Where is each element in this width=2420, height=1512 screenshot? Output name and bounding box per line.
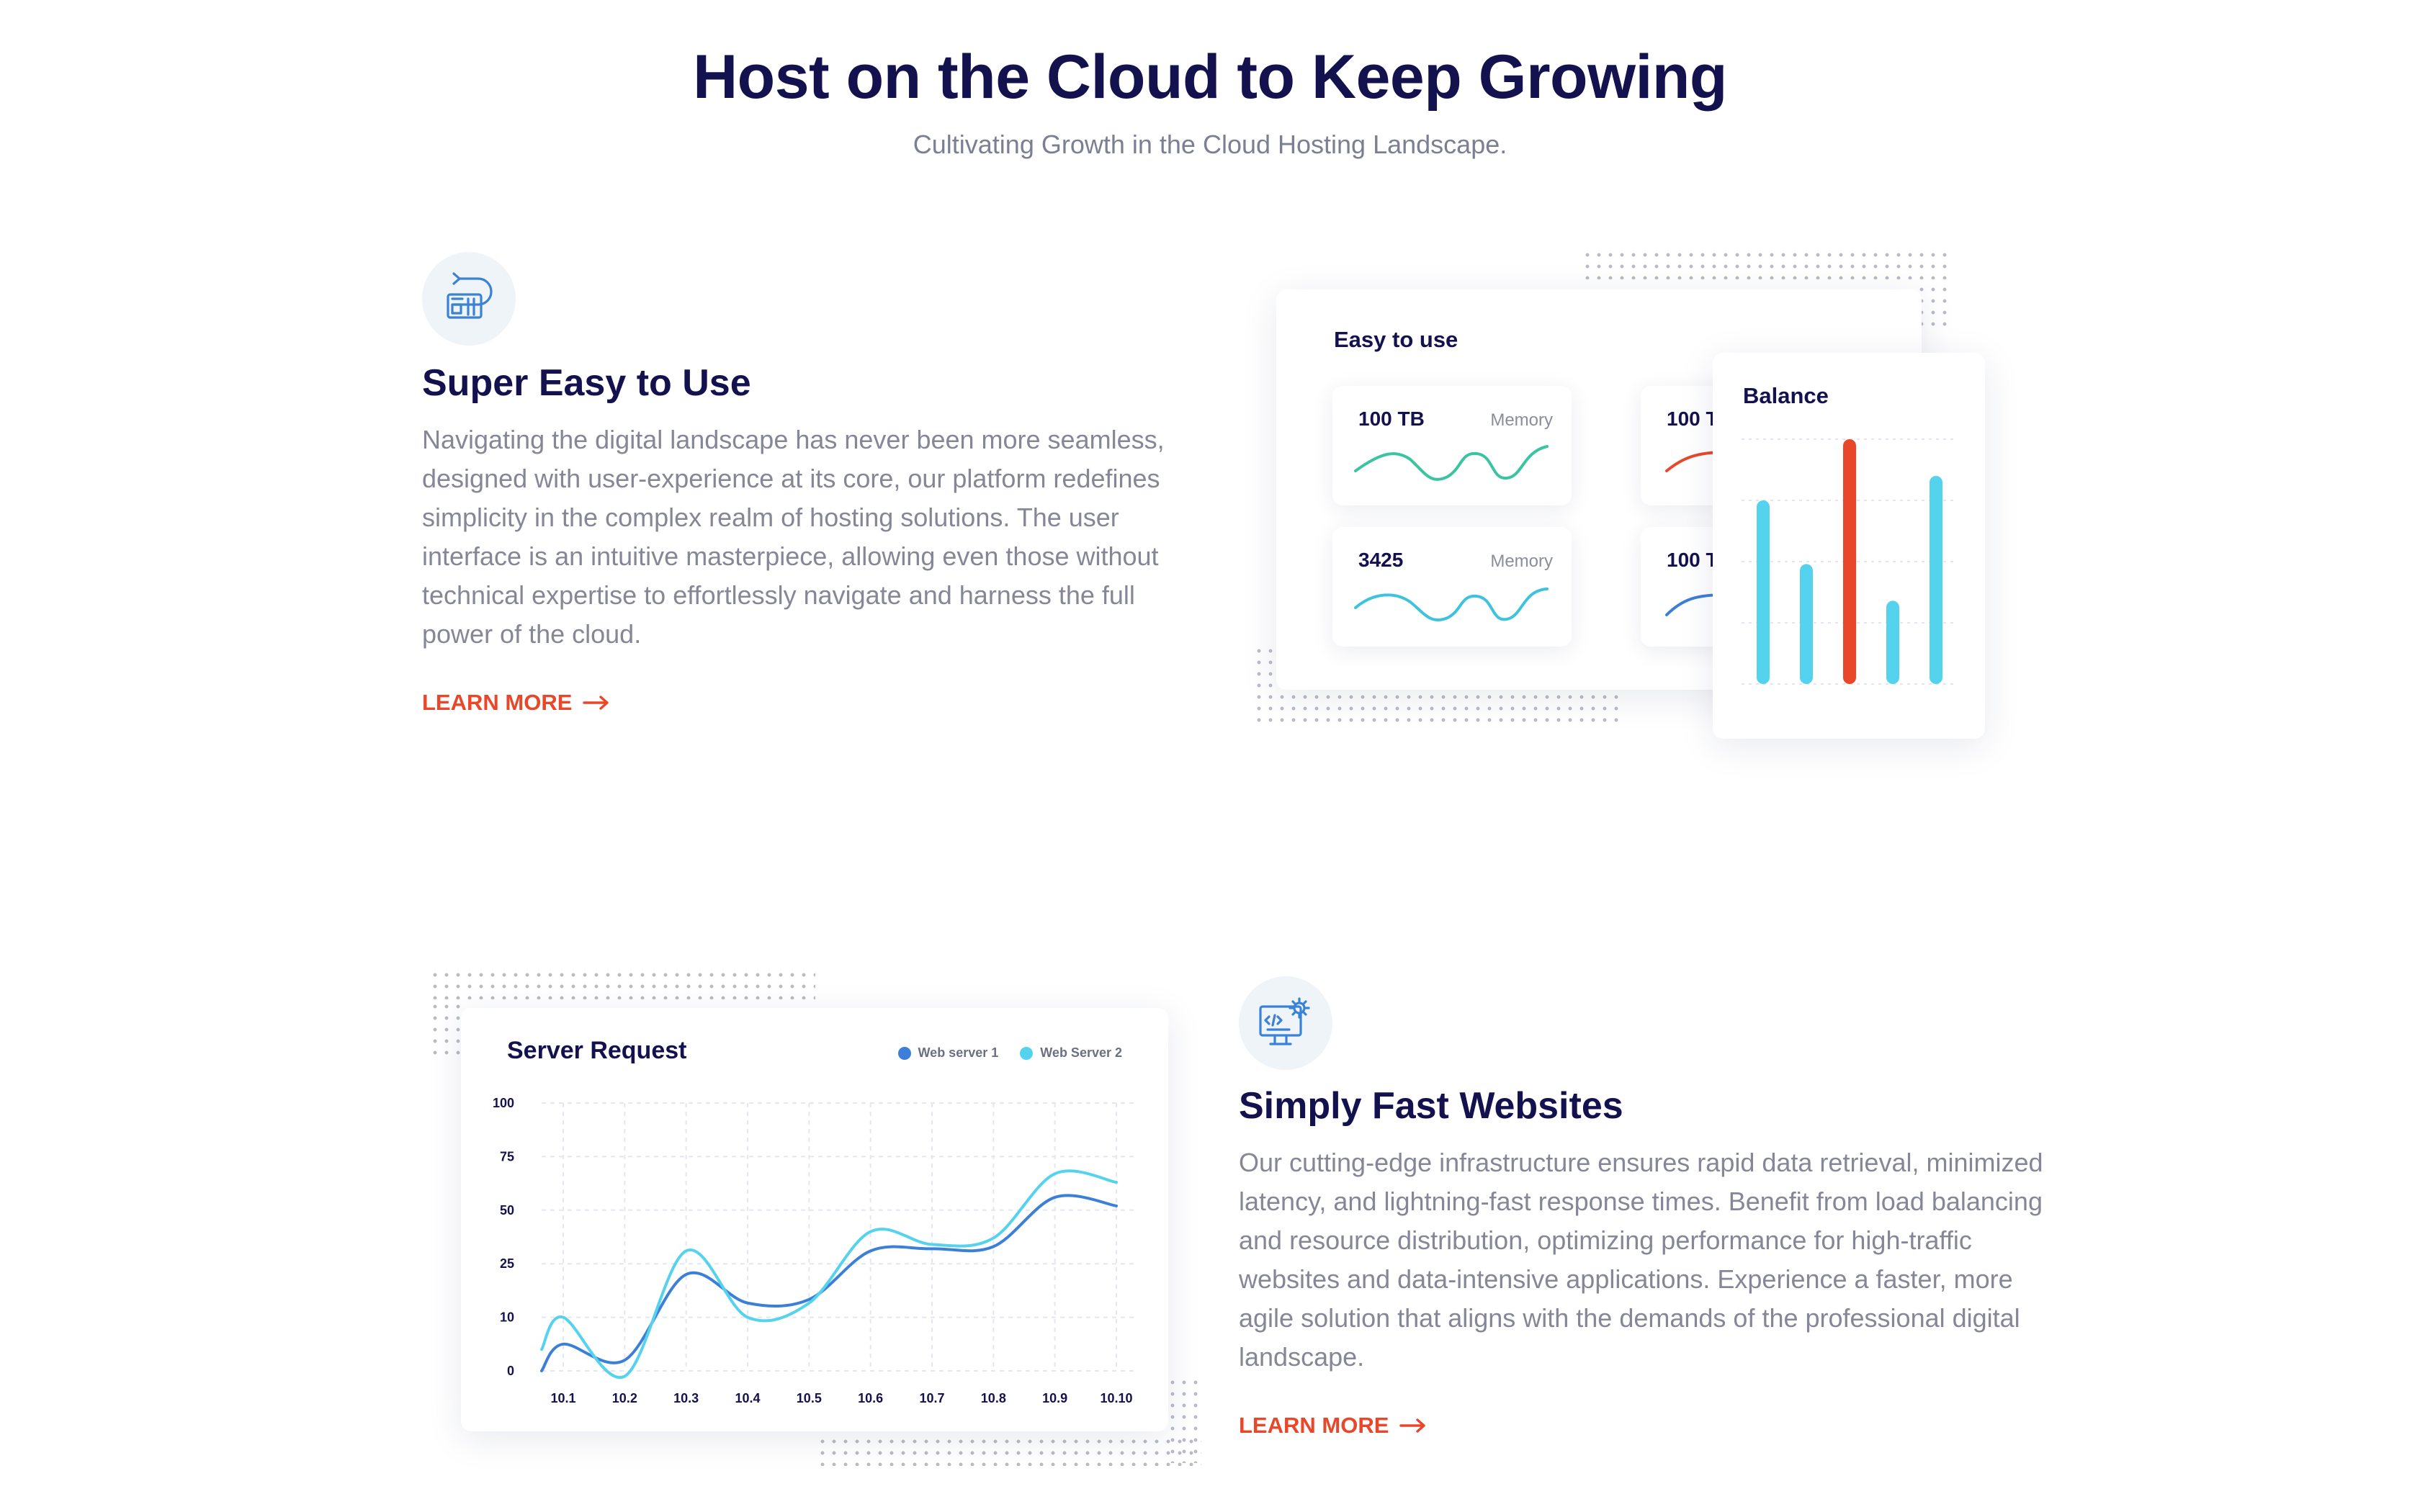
y-tick-label: 75 <box>500 1149 514 1164</box>
feature-title: Simply Fast Websites <box>1239 1085 1623 1127</box>
stat-tile: 100 TB Memory <box>1332 386 1572 505</box>
x-tick-label: 10.5 <box>797 1391 822 1405</box>
bar <box>1930 476 1942 684</box>
chart-legend: Web server 1 Web Server 2 <box>897 1045 1122 1061</box>
series-line <box>540 1194 1118 1372</box>
y-tick-label: 0 <box>507 1364 514 1378</box>
chart-title: Server Request <box>507 1037 687 1064</box>
learn-more-label: LEARN MORE <box>422 690 573 715</box>
y-tick-label: 10 <box>500 1310 514 1325</box>
series-line <box>540 1169 1118 1380</box>
dot-pattern <box>817 1436 1201 1466</box>
y-tick-label: 100 <box>493 1096 514 1110</box>
balance-bar-chart <box>1742 438 1958 685</box>
server-request-card: Server Request Web server 1 Web Server 2… <box>461 1008 1168 1431</box>
cloud-server-icon <box>422 252 516 346</box>
y-tick-label: 50 <box>500 1203 514 1218</box>
monitor-code-gear-icon <box>1239 976 1332 1070</box>
balance-card: Balance <box>1713 353 1985 739</box>
sparkline <box>1354 445 1549 481</box>
x-tick-label: 10.1 <box>550 1391 575 1405</box>
stat-value: 3425 <box>1358 549 1404 571</box>
dot-pattern <box>429 969 815 999</box>
page-subtitle: Cultivating Growth in the Cloud Hosting … <box>913 130 1507 159</box>
page-title: Host on the Cloud to Keep Growing <box>693 42 1727 112</box>
legend-item: Web server 1 <box>897 1045 999 1061</box>
feature-description: Our cutting-edge infrastructure ensures … <box>1239 1148 2043 1372</box>
x-tick-label: 10.8 <box>981 1391 1006 1405</box>
bar <box>1843 439 1856 684</box>
learn-more-link[interactable]: LEARN MORE <box>1239 1413 1428 1439</box>
stat-value: 100 T <box>1667 549 1718 571</box>
bar <box>1757 500 1770 684</box>
x-tick-label: 10.2 <box>612 1391 637 1405</box>
x-tick-label: 10.6 <box>858 1391 883 1405</box>
legend-label: Web server 1 <box>918 1045 999 1060</box>
dot-pattern <box>429 1001 464 1058</box>
legend-item: Web Server 2 <box>1020 1045 1122 1061</box>
feature-title: Super Easy to Use <box>422 362 751 404</box>
stat-label: Memory <box>1490 552 1553 571</box>
learn-more-link[interactable]: LEARN MORE <box>422 690 611 716</box>
x-tick-label: 10.4 <box>735 1391 760 1405</box>
stat-tile: 3425 Memory <box>1332 527 1572 647</box>
x-tick-label: 10.10 <box>1100 1391 1132 1405</box>
bar <box>1800 564 1813 684</box>
stat-value: 100 T <box>1667 408 1718 430</box>
dot-pattern <box>1582 249 1950 279</box>
stat-value: 100 TB <box>1358 408 1425 430</box>
arrow-right-icon <box>583 696 609 710</box>
legend-dot <box>897 1046 911 1060</box>
legend-label: Web Server 2 <box>1040 1045 1122 1060</box>
x-tick-label: 10.7 <box>919 1391 944 1405</box>
learn-more-label: LEARN MORE <box>1239 1413 1389 1438</box>
y-tick-label: 25 <box>500 1256 514 1271</box>
stat-label: Memory <box>1490 410 1553 430</box>
arrow-right-icon <box>1399 1418 1426 1433</box>
feature-description: Navigating the digital landscape has nev… <box>422 425 1165 649</box>
x-tick-label: 10.9 <box>1042 1391 1067 1405</box>
bar <box>1886 600 1899 684</box>
sparkline <box>1354 588 1549 622</box>
card-title: Easy to use <box>1334 327 1458 352</box>
card-title: Balance <box>1743 383 1829 408</box>
dot-pattern <box>1916 284 1950 330</box>
x-tick-label: 10.3 <box>673 1391 699 1405</box>
legend-dot <box>1020 1046 1034 1060</box>
